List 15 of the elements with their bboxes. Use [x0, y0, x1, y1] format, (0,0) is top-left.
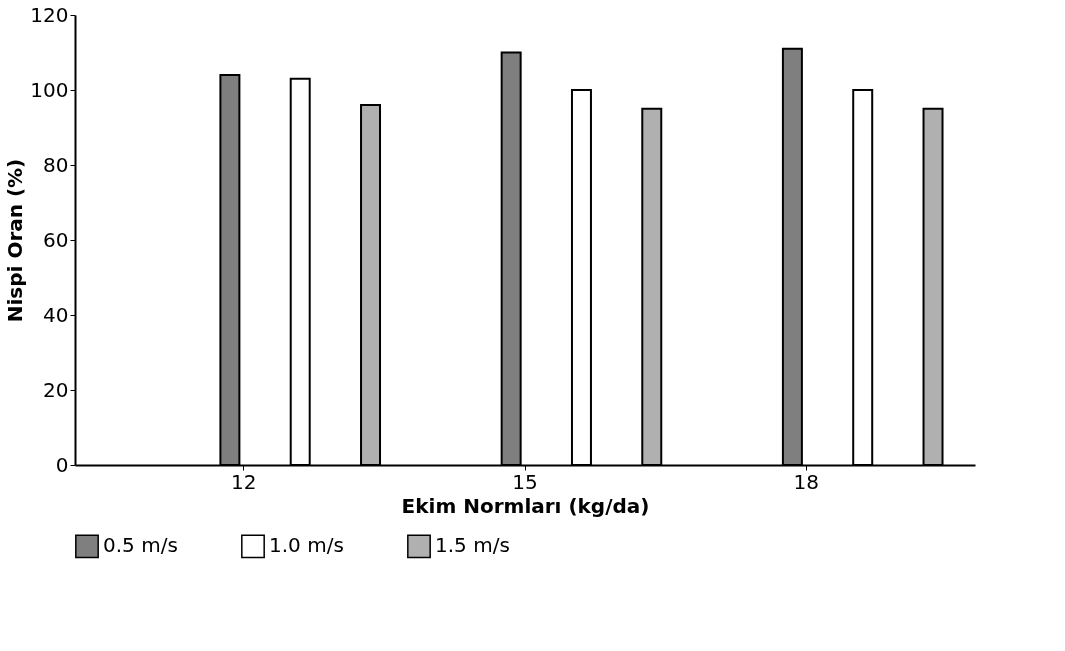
- x-tick-label: 15: [512, 469, 538, 494]
- y-tick-label: 0: [55, 452, 69, 477]
- x-tick-label: 12: [231, 469, 257, 494]
- y-tick-label: 60: [43, 227, 69, 252]
- y-axis-title: Nispi Oran (%): [3, 158, 28, 323]
- legend-label: 1.5 m/s: [435, 533, 510, 558]
- y-tick-label: 20: [43, 377, 69, 402]
- y-tick-label: 120: [30, 2, 69, 27]
- y-tick-label: 100: [30, 77, 69, 102]
- y-tick-label: 80: [43, 152, 69, 177]
- y-tick-label: 40: [43, 302, 69, 327]
- legend-label: 0.5 m/s: [103, 533, 178, 558]
- legend-label: 1.0 m/s: [269, 533, 344, 558]
- x-tick-label: 18: [793, 469, 819, 494]
- x-axis-title: Ekim Normları (kg/da): [401, 493, 650, 518]
